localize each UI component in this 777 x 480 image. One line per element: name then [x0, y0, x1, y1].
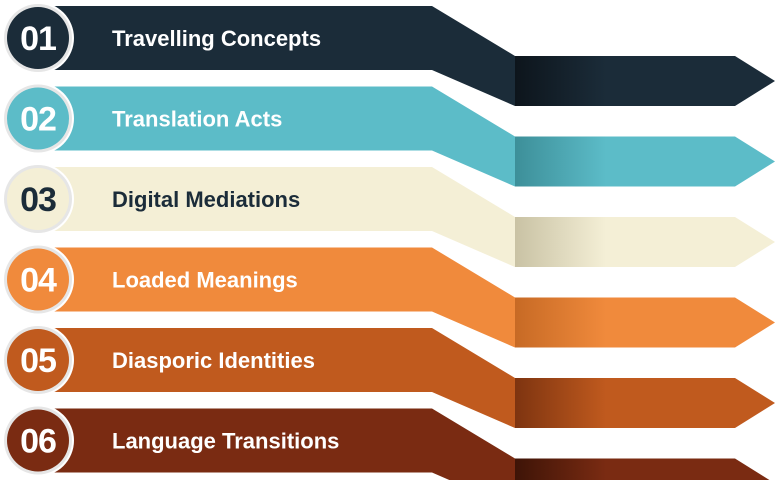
list-item-03: 03 Digital Mediations: [2, 163, 515, 267]
item-number: 04: [20, 262, 57, 300]
badge-disc: [7, 7, 69, 69]
item-label: Language Transitions: [112, 429, 339, 454]
item-number: 03: [20, 181, 56, 219]
item-number: 01: [20, 20, 56, 58]
item-number: 02: [20, 101, 56, 139]
badge-disc: [7, 248, 69, 311]
list-item-04: 04 Loaded Meanings: [2, 243, 515, 348]
arrow-band: [40, 328, 515, 428]
item-number: 06: [20, 423, 56, 461]
list-item-06: 06 Language Transitions: [2, 404, 515, 480]
list-item-05: 05 Diasporic Identities: [2, 324, 515, 428]
item-label: Translation Acts: [112, 107, 282, 132]
arrow-tail-01: [515, 56, 775, 106]
arrow-tail-05: [515, 378, 775, 428]
arrow-tail-03: [515, 217, 775, 267]
badge-disc: [7, 87, 69, 150]
list-item-02: 02 Translation Acts: [2, 82, 515, 187]
arrow-tail-04: [515, 297, 775, 348]
arrow-band: [40, 167, 515, 267]
badge-disc: [7, 168, 69, 230]
item-label: Travelling Concepts: [112, 26, 321, 51]
list-item-01: 01 Travelling Concepts: [2, 2, 515, 106]
badge-disc: [7, 329, 69, 391]
item-number: 05: [20, 342, 56, 380]
arrow-tail-02: [515, 136, 775, 187]
item-label: Loaded Meanings: [112, 268, 298, 293]
arrow-band: [40, 6, 515, 106]
arrow-tail-06: [515, 458, 770, 480]
arrow-band: [40, 408, 515, 480]
badge-disc: [7, 409, 69, 472]
arrow-band: [40, 86, 515, 187]
arrow-band: [40, 247, 515, 348]
item-label: Digital Mediations: [112, 187, 300, 212]
item-label: Diasporic Identities: [112, 348, 315, 373]
